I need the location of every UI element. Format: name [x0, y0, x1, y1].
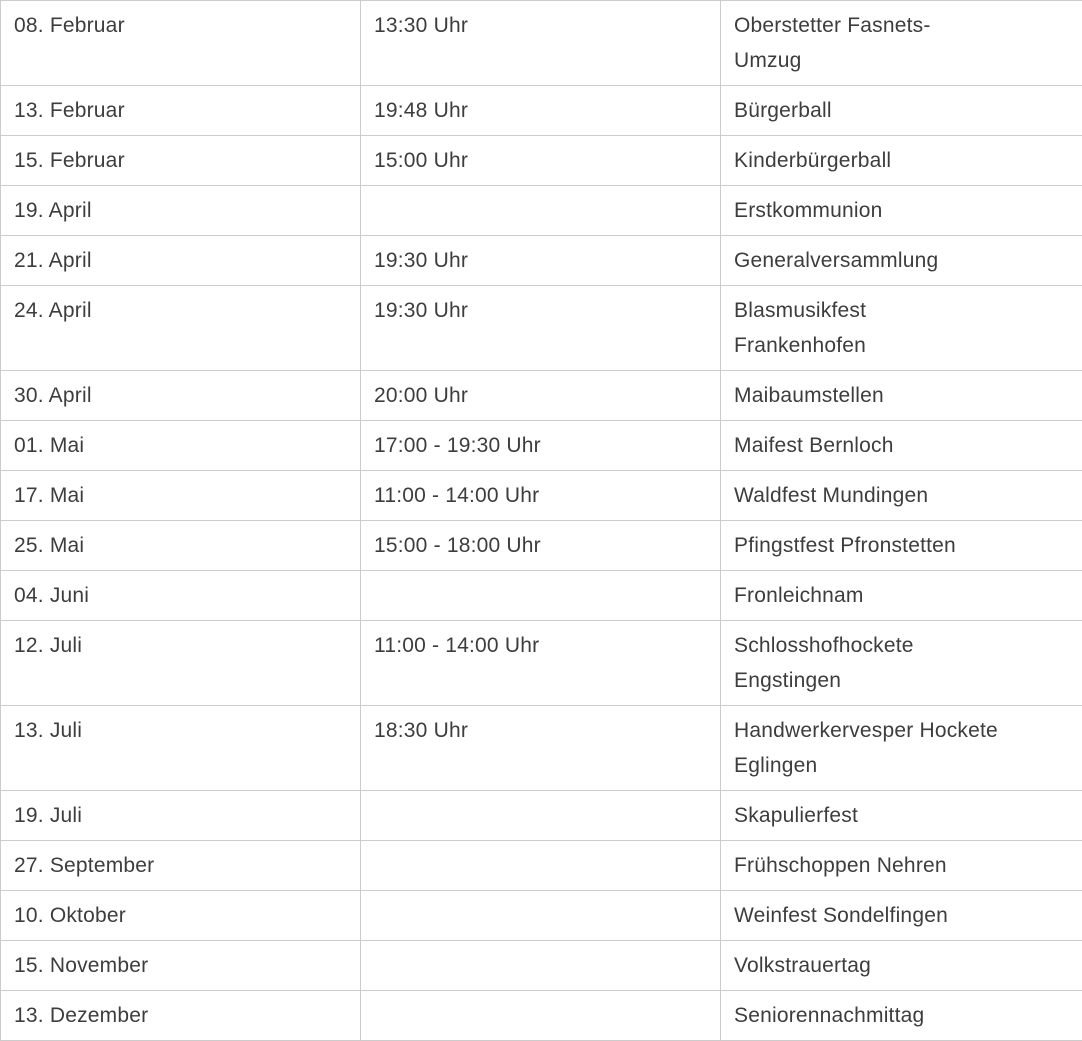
event-cell: Waldfest Mundingen: [721, 471, 1082, 521]
date-cell: 13. Juli: [1, 706, 361, 791]
time-cell: 15:00 - 18:00 Uhr: [361, 521, 721, 571]
event-cell: Maifest Bernloch: [721, 421, 1082, 471]
time-cell: 15:00 Uhr: [361, 136, 721, 186]
event-cell: Pfingstfest Pfronstetten: [721, 521, 1082, 571]
table-row: 08. Februar 13:30 Uhr Oberstetter Fasnet…: [1, 1, 1082, 86]
time-cell: 11:00 - 14:00 Uhr: [361, 471, 721, 521]
date-cell: 04. Juni: [1, 571, 361, 621]
date-cell: 19. Juli: [1, 791, 361, 841]
time-cell: 19:30 Uhr: [361, 286, 721, 371]
event-cell: Bürgerball: [721, 86, 1082, 136]
time-cell: 13:30 Uhr: [361, 1, 721, 86]
date-cell: 12. Juli: [1, 621, 361, 706]
event-cell: Skapulierfest: [721, 791, 1082, 841]
event-cell: Volkstrauertag: [721, 941, 1082, 991]
table-row: 17. Mai 11:00 - 14:00 Uhr Waldfest Mundi…: [1, 471, 1082, 521]
time-cell: [361, 186, 721, 236]
table-row: 01. Mai 17:00 - 19:30 Uhr Maifest Bernlo…: [1, 421, 1082, 471]
event-cell: Fronleichnam: [721, 571, 1082, 621]
table-row: 10. Oktober Weinfest Sondelfingen: [1, 891, 1082, 941]
date-cell: 17. Mai: [1, 471, 361, 521]
table-row: 30. April 20:00 Uhr Maibaumstellen: [1, 371, 1082, 421]
time-cell: [361, 941, 721, 991]
table-row: 19. Juli Skapulierfest: [1, 791, 1082, 841]
event-cell: Erstkommunion: [721, 186, 1082, 236]
time-cell: 11:00 - 14:00 Uhr: [361, 621, 721, 706]
date-cell: 10. Oktober: [1, 891, 361, 941]
event-cell: Schlosshofhockete Engstingen: [721, 621, 1082, 706]
date-cell: 15. November: [1, 941, 361, 991]
event-cell: Seniorennachmittag: [721, 991, 1082, 1041]
date-cell: 01. Mai: [1, 421, 361, 471]
date-cell: 24. April: [1, 286, 361, 371]
time-cell: [361, 841, 721, 891]
time-cell: [361, 891, 721, 941]
event-cell: Handwerkervesper Hockete Eglingen: [721, 706, 1082, 791]
table-row: 13. Februar 19:48 Uhr Bürgerball: [1, 86, 1082, 136]
table-row: 13. Dezember Seniorennachmittag: [1, 991, 1082, 1041]
table-row: 04. Juni Fronleichnam: [1, 571, 1082, 621]
event-cell: Weinfest Sondelfingen: [721, 891, 1082, 941]
date-cell: 15. Februar: [1, 136, 361, 186]
date-cell: 25. Mai: [1, 521, 361, 571]
date-cell: 13. Februar: [1, 86, 361, 136]
table-row: 27. September Frühschoppen Nehren: [1, 841, 1082, 891]
date-cell: 27. September: [1, 841, 361, 891]
table-row: 24. April 19:30 Uhr Blasmusikfest Franke…: [1, 286, 1082, 371]
table-row: 21. April 19:30 Uhr Generalversammlung: [1, 236, 1082, 286]
event-cell: Frühschoppen Nehren: [721, 841, 1082, 891]
table-row: 15. November Volkstrauertag: [1, 941, 1082, 991]
date-cell: 30. April: [1, 371, 361, 421]
event-cell: Kinderbürgerball: [721, 136, 1082, 186]
event-cell: Generalversammlung: [721, 236, 1082, 286]
table-row: 15. Februar 15:00 Uhr Kinderbürgerball: [1, 136, 1082, 186]
date-cell: 19. April: [1, 186, 361, 236]
date-cell: 08. Februar: [1, 1, 361, 86]
time-cell: 20:00 Uhr: [361, 371, 721, 421]
time-cell: 17:00 - 19:30 Uhr: [361, 421, 721, 471]
date-cell: 21. April: [1, 236, 361, 286]
time-cell: [361, 991, 721, 1041]
event-cell: Oberstetter Fasnets- Umzug: [721, 1, 1082, 86]
time-cell: [361, 791, 721, 841]
event-cell: Maibaumstellen: [721, 371, 1082, 421]
table-row: 13. Juli 18:30 Uhr Handwerkervesper Hock…: [1, 706, 1082, 791]
time-cell: 18:30 Uhr: [361, 706, 721, 791]
time-cell: 19:30 Uhr: [361, 236, 721, 286]
table-row: 12. Juli 11:00 - 14:00 Uhr Schlosshofhoc…: [1, 621, 1082, 706]
table-row: 19. April Erstkommunion: [1, 186, 1082, 236]
time-cell: 19:48 Uhr: [361, 86, 721, 136]
table-row: 25. Mai 15:00 - 18:00 Uhr Pfingstfest Pf…: [1, 521, 1082, 571]
time-cell: [361, 571, 721, 621]
event-cell: Blasmusikfest Frankenhofen: [721, 286, 1082, 371]
date-cell: 13. Dezember: [1, 991, 361, 1041]
